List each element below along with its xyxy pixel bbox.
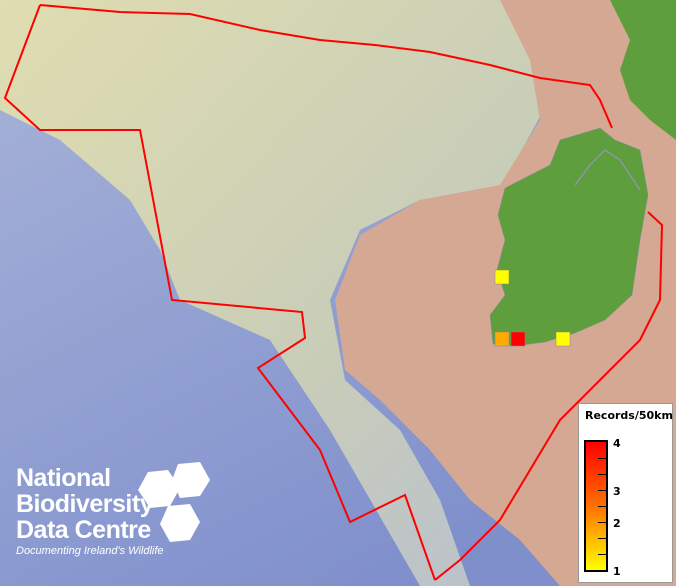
ramp-tick	[598, 522, 606, 523]
boundary-line-north	[39, 4, 613, 129]
logo-hexagons	[138, 462, 210, 542]
ramp-tick	[598, 490, 606, 491]
butterfly-icon	[172, 462, 210, 498]
legend: Records/50km 4 3 2 1	[578, 403, 673, 583]
legend-label: 3	[613, 485, 621, 498]
record-square[interactable]	[555, 331, 571, 347]
record-square[interactable]	[494, 331, 510, 347]
ramp-tick	[598, 554, 606, 555]
seahorse-icon	[160, 504, 200, 542]
logo-name-line: National	[16, 464, 111, 492]
continental-shelf	[0, 0, 560, 586]
nbdc-logo: National Biodiversity Data Centre Docume…	[16, 465, 164, 557]
legend-label: 1	[613, 565, 621, 578]
britain-land	[610, 0, 676, 140]
ramp-tick	[598, 538, 606, 539]
logo-tagline: Documenting Ireland's Wildlife	[16, 545, 164, 557]
record-square[interactable]	[494, 269, 510, 285]
logo-name-line: Biodiversity	[16, 490, 154, 518]
legend-label: 4	[613, 437, 621, 450]
record-square[interactable]	[510, 331, 526, 347]
legend-title: Records/50km	[585, 409, 673, 422]
ramp-tick	[598, 458, 606, 459]
color-ramp	[584, 440, 608, 572]
legend-label: 2	[613, 517, 621, 530]
logo-name-line: Data Centre	[16, 516, 151, 544]
plant-icon	[138, 470, 180, 508]
boundary-line-south	[434, 211, 664, 581]
ramp-tick	[598, 506, 606, 507]
ramp-tick	[598, 474, 606, 475]
northern-ireland-border	[574, 149, 641, 191]
boundary-line-west	[3, 4, 436, 581]
